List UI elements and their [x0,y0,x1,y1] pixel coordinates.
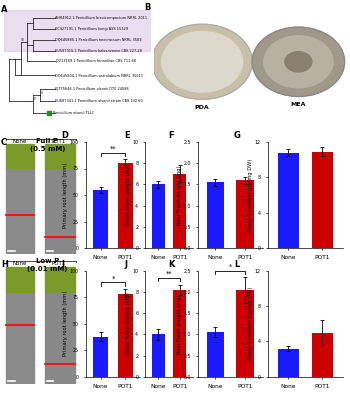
Y-axis label: Shoot Fresh weight (mg): Shoot Fresh weight (mg) [126,164,131,226]
Bar [118,163,133,248]
Y-axis label: Primary root length (mm): Primary root length (mm) [63,162,68,228]
Bar [278,348,299,377]
Text: I: I [61,260,64,269]
Circle shape [162,32,243,92]
Y-axis label: Shoot P content (μg/mg DW): Shoot P content (μg/mg DW) [248,158,253,232]
Bar [44,292,75,384]
Bar [206,182,224,248]
Bar [206,332,224,377]
Y-axis label: Primary root length (mm): Primary root length (mm) [63,291,68,356]
Text: None: None [13,139,27,144]
Text: *: * [229,264,232,270]
Text: KJT75646.1 Penicillium olsonii DT0 24586: KJT75646.1 Penicillium olsonii DT0 24586 [55,87,129,91]
Circle shape [285,52,312,72]
Text: MEA: MEA [290,102,306,107]
Text: J: J [124,260,127,269]
Bar [173,290,186,377]
Text: Low P
(0.01 mM): Low P (0.01 mM) [27,258,68,272]
Text: KC427191.1 Penicillium kongi ASS 15329: KC427191.1 Penicillium kongi ASS 15329 [55,27,128,31]
Text: EU687341.1 Penicillium olsonii strain CBS 232.60: EU687341.1 Penicillium olsonii strain CB… [55,99,143,103]
Y-axis label: Root Fresh weight (mg): Root Fresh weight (mg) [177,294,182,354]
Text: **: ** [166,271,172,277]
Text: G: G [234,131,241,140]
Bar [44,144,75,168]
Text: *: * [111,275,114,282]
Bar [152,334,164,377]
Text: Full P
(0.5 mM): Full P (0.5 mM) [29,138,65,152]
Text: L: L [234,260,239,269]
Circle shape [152,24,252,99]
Bar [6,168,34,254]
Circle shape [264,36,333,88]
Text: C: C [1,138,7,147]
Text: 83: 83 [21,38,26,42]
Bar [118,294,133,377]
Text: K: K [169,260,175,269]
Bar [278,153,299,248]
Text: DQ645804.1 Penicillium astrolabium NRRL 35611: DQ645804.1 Penicillium astrolabium NRRL … [55,73,143,77]
Text: **: ** [110,146,116,152]
Bar [44,266,75,292]
Text: POT1: POT1 [51,261,65,266]
Text: JQ213169.1 Penicillium fennelliae CBS 711.68: JQ213169.1 Penicillium fennelliae CBS 71… [55,60,136,64]
Y-axis label: Root Fresh weight (mg): Root Fresh weight (mg) [177,165,182,225]
Bar [93,336,108,377]
Y-axis label: Shoot P content (μg/mg DW): Shoot P content (μg/mg DW) [248,287,253,360]
Text: B: B [144,2,151,12]
Bar [4,10,150,51]
Bar [6,266,34,292]
Text: None: None [13,261,27,266]
Text: 80: 80 [40,91,44,95]
Bar [312,333,333,377]
Bar [6,292,34,384]
Text: DQ645885.1 Penicillium neocrасsum NRRL 3583: DQ645885.1 Penicillium neocrасsum NRRL 3… [55,38,141,42]
Text: E: E [124,131,130,140]
Text: 82: 82 [33,97,37,101]
Bar [44,168,75,254]
Y-axis label: Shoot Fresh weight (mg): Shoot Fresh weight (mg) [126,292,131,355]
Text: A: A [1,5,7,14]
Bar [236,290,254,377]
Text: D: D [61,131,68,140]
Circle shape [252,27,344,96]
Text: Penicillium olsonii TLL1: Penicillium olsonii TLL1 [54,112,94,116]
Text: AH84912.1 Penicillium brevicompactum NRRL 2011: AH84912.1 Penicillium brevicompactum NRR… [55,16,147,20]
Bar [6,144,34,168]
Text: POT1: POT1 [51,139,65,144]
Bar [152,184,164,248]
Bar [312,152,333,248]
Text: PDA: PDA [195,105,210,110]
Bar [236,180,254,248]
Bar [173,174,186,248]
Text: EU597315.1 Penicillium balsaлvense CBS 227.28: EU597315.1 Penicillium balsaлvense CBS 2… [55,48,142,52]
Bar [93,190,108,248]
Text: F: F [169,131,174,140]
Text: H: H [1,260,8,269]
